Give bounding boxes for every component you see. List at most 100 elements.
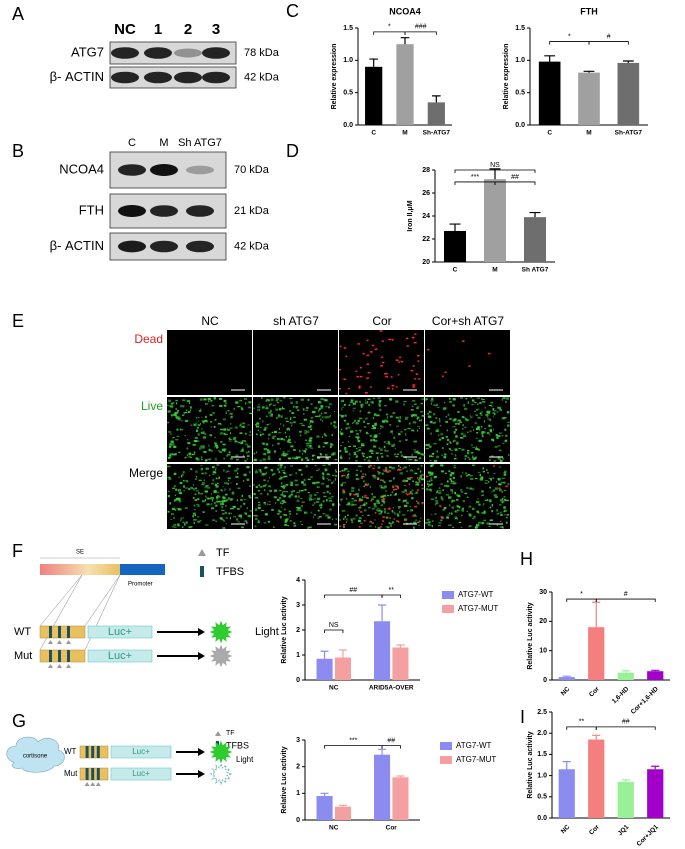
cell	[400, 360, 404, 363]
cell	[212, 479, 215, 482]
cell	[311, 458, 314, 461]
cell	[380, 428, 382, 430]
cell	[225, 504, 227, 507]
cell	[432, 422, 436, 424]
cell	[374, 505, 377, 508]
cell	[230, 512, 233, 515]
cell	[351, 500, 353, 503]
cell	[290, 483, 293, 487]
cell	[416, 429, 419, 432]
cell	[340, 428, 343, 431]
cell	[446, 443, 449, 446]
x-tick-label: Cor	[386, 825, 398, 832]
cell	[434, 513, 437, 515]
tf	[66, 664, 71, 668]
cell	[237, 472, 239, 475]
cell	[316, 481, 320, 484]
cell	[378, 447, 381, 449]
cell	[204, 403, 209, 405]
lane-label: 3	[212, 21, 220, 38]
cell	[225, 471, 228, 473]
cell	[240, 441, 244, 445]
cell	[390, 430, 393, 433]
cell	[306, 442, 310, 445]
cell	[265, 399, 268, 402]
significance-bracket	[588, 41, 629, 45]
cell	[358, 449, 361, 452]
cell	[456, 442, 460, 444]
cell	[416, 418, 419, 420]
significance-bracket	[549, 41, 590, 45]
cell	[496, 513, 499, 515]
cell	[456, 441, 459, 443]
cell	[264, 427, 267, 430]
light-star	[209, 644, 233, 668]
cell	[213, 425, 216, 428]
cell	[395, 359, 399, 361]
cell	[467, 526, 470, 528]
bar	[524, 217, 546, 262]
cell	[309, 496, 312, 499]
cell	[293, 416, 296, 418]
cell	[167, 510, 170, 513]
cell	[503, 509, 507, 512]
cell	[174, 509, 177, 511]
cell	[289, 397, 293, 400]
cell	[266, 398, 268, 401]
cell	[389, 517, 392, 519]
cell	[420, 419, 422, 422]
bar	[484, 179, 506, 262]
cell	[190, 424, 193, 427]
cell	[309, 442, 312, 444]
cell	[290, 401, 293, 404]
cell	[406, 337, 409, 340]
significance-bracket	[595, 598, 656, 603]
cell	[506, 499, 510, 502]
cell	[412, 469, 414, 473]
cell	[290, 424, 293, 427]
cell	[204, 490, 208, 493]
size-label: 78 kDa	[244, 47, 280, 59]
cell	[506, 514, 510, 516]
cell	[376, 499, 380, 502]
cell	[167, 490, 170, 493]
cell	[178, 417, 181, 419]
cell	[229, 516, 232, 520]
cell	[433, 404, 435, 406]
cell	[476, 431, 478, 434]
cell	[306, 445, 310, 447]
cell	[324, 454, 328, 456]
cell	[309, 437, 313, 440]
cell	[214, 442, 217, 445]
cell	[345, 403, 347, 406]
cell	[381, 500, 385, 502]
cell	[243, 502, 246, 505]
cell	[342, 526, 346, 528]
cell	[306, 406, 309, 409]
cell	[195, 475, 198, 478]
cell	[184, 507, 188, 509]
cell	[493, 428, 495, 431]
cell	[342, 489, 345, 491]
tfbs	[58, 650, 61, 662]
cell	[205, 524, 209, 526]
bar	[427, 102, 445, 125]
cell	[299, 449, 301, 453]
cell	[453, 418, 457, 421]
cell	[480, 411, 483, 413]
cell	[436, 490, 438, 493]
y-tick-label: 20	[422, 259, 430, 266]
cell	[374, 434, 378, 437]
cell	[316, 435, 320, 438]
cell	[403, 484, 406, 486]
cell	[200, 456, 203, 459]
cell	[485, 469, 488, 471]
cell	[369, 464, 373, 467]
cell	[494, 495, 498, 498]
cell	[363, 480, 365, 483]
cell	[309, 423, 311, 425]
cell	[503, 474, 507, 476]
cell	[170, 513, 174, 515]
cell	[476, 510, 479, 513]
cell	[363, 503, 366, 507]
